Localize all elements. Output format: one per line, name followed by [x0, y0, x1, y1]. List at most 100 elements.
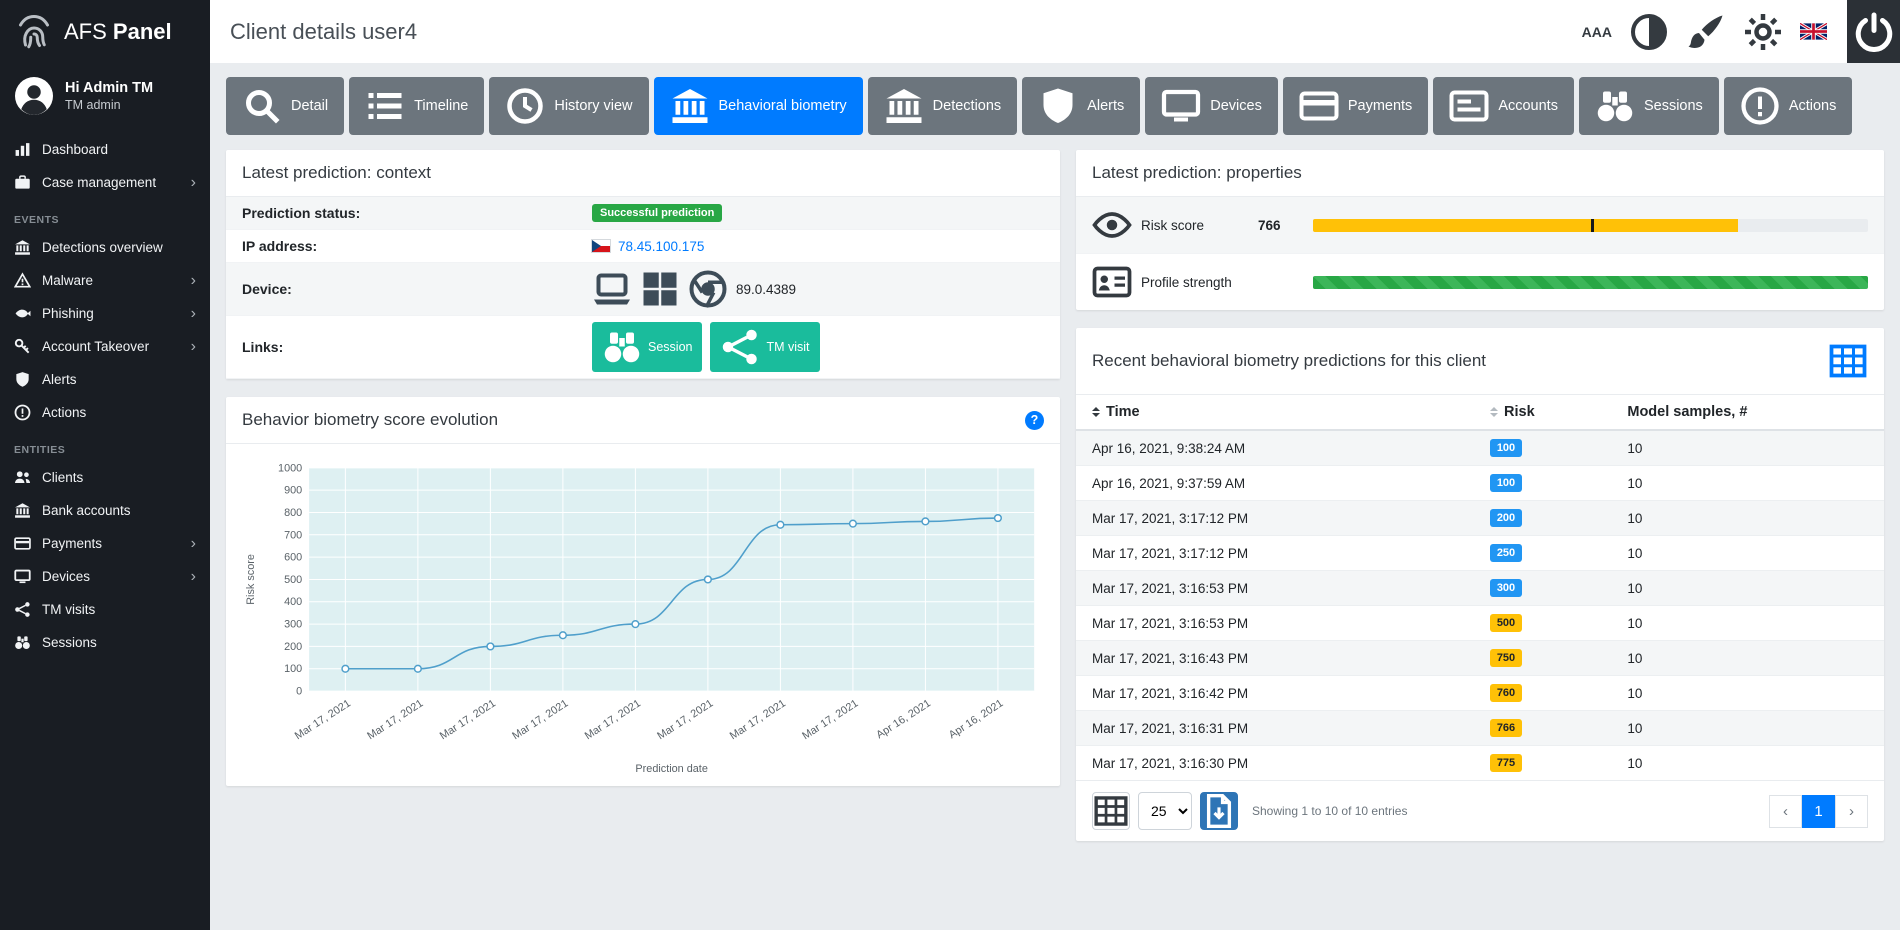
sidebar-section-events: EVENTS: [0, 199, 210, 231]
tab-detections[interactable]: Detections: [868, 77, 1018, 135]
svg-text:Mar 17, 2021: Mar 17, 2021: [583, 697, 643, 742]
sidebar-item-alerts[interactable]: Alerts: [0, 363, 210, 396]
tab-history-view[interactable]: History view: [489, 77, 648, 135]
tab-detail[interactable]: Detail: [226, 77, 344, 135]
pagination-prev[interactable]: ‹: [1769, 795, 1802, 828]
export-button[interactable]: [1200, 792, 1238, 830]
browser-version: 89.0.4389: [736, 282, 796, 297]
sidebar-item-bank-accounts[interactable]: Bank accounts: [0, 494, 210, 527]
model-samples: 10: [1617, 711, 1884, 746]
avatar: [14, 76, 54, 116]
sidebar-item-case-management[interactable]: Case management›: [0, 166, 210, 199]
svg-text:Risk score: Risk score: [245, 554, 257, 605]
tab-behavioral-biometry[interactable]: Behavioral biometry: [654, 77, 863, 135]
prediction-row[interactable]: Mar 17, 2021, 3:16:31 PM76610: [1076, 711, 1884, 746]
svg-text:100: 100: [284, 663, 302, 675]
sidebar-item-sessions[interactable]: Sessions: [0, 626, 210, 659]
binoculars-icon: [1595, 86, 1635, 126]
prediction-row[interactable]: Mar 17, 2021, 3:16:30 PM77510: [1076, 746, 1884, 781]
sidebar-item-malware[interactable]: Malware›: [0, 264, 210, 297]
sidebar-item-payments[interactable]: Payments›: [0, 527, 210, 560]
table-grid-icon: [1093, 793, 1129, 829]
prediction-time: Mar 17, 2021, 3:16:31 PM: [1076, 711, 1480, 746]
ip-address-link[interactable]: 78.45.100.175: [618, 239, 704, 254]
risk-score-value: 766: [1258, 218, 1304, 233]
svg-text:Mar 17, 2021: Mar 17, 2021: [293, 697, 353, 742]
tab-timeline[interactable]: Timeline: [349, 77, 484, 135]
prediction-time: Mar 17, 2021, 3:16:53 PM: [1076, 606, 1480, 641]
pagination-next[interactable]: ›: [1835, 795, 1868, 828]
language-flag-uk-icon[interactable]: [1800, 23, 1827, 40]
svg-text:800: 800: [284, 507, 302, 519]
sidebar-item-dashboard[interactable]: Dashboard: [0, 133, 210, 166]
sidebar-item-actions[interactable]: Actions: [0, 396, 210, 429]
table-view-icon[interactable]: [1828, 341, 1868, 381]
windows-icon: [640, 269, 680, 309]
tab-sessions[interactable]: Sessions: [1579, 77, 1719, 135]
column-settings-button[interactable]: [1092, 792, 1130, 830]
sidebar-item-devices[interactable]: Devices›: [0, 560, 210, 593]
prediction-row[interactable]: Apr 16, 2021, 9:37:59 AM 100 10: [1076, 466, 1884, 501]
help-icon[interactable]: ?: [1025, 411, 1044, 430]
tab-alerts[interactable]: Alerts: [1022, 77, 1140, 135]
prediction-row[interactable]: Apr 16, 2021, 9:38:24 AM10010: [1076, 430, 1884, 466]
sidebar-item-tm-visits[interactable]: TM visits: [0, 593, 210, 626]
laptop-icon: [592, 269, 632, 309]
tm-visit-link-button[interactable]: TM visit: [710, 322, 819, 372]
prediction-row[interactable]: Mar 17, 2021, 3:16:53 PM50010: [1076, 606, 1884, 641]
prediction-row[interactable]: Mar 17, 2021, 3:17:12 PM25010: [1076, 536, 1884, 571]
tab-payments[interactable]: Payments: [1283, 77, 1428, 135]
sidebar-item-clients[interactable]: Clients: [0, 461, 210, 494]
logout-power-button[interactable]: [1847, 0, 1900, 63]
links-label: Links:: [242, 339, 592, 355]
prediction-row[interactable]: Mar 17, 2021, 3:17:12 PM20010: [1076, 501, 1884, 536]
tab-accounts[interactable]: Accounts: [1433, 77, 1574, 135]
page-size-select[interactable]: 25: [1138, 792, 1192, 830]
power-icon: [1854, 12, 1894, 52]
prediction-time: Apr 16, 2021, 9:37:59 AM: [1076, 466, 1480, 501]
pagination: ‹ 1 ›: [1769, 795, 1868, 828]
file-export-icon: [1201, 793, 1237, 829]
user-role: TM admin: [65, 98, 153, 112]
czech-flag-icon: [592, 240, 610, 252]
profile-strength-row: Profile strength: [1076, 253, 1884, 310]
risk-badge: 100: [1490, 474, 1522, 492]
chevron-right-icon: ›: [191, 569, 196, 585]
prediction-row[interactable]: Mar 17, 2021, 3:16:42 PM76010: [1076, 676, 1884, 711]
svg-text:Prediction date: Prediction date: [635, 763, 707, 775]
properties-panel-title: Latest prediction: properties: [1092, 163, 1868, 183]
shield-icon: [14, 371, 31, 388]
shield-icon: [1038, 86, 1078, 126]
settings-gear-icon[interactable]: [1743, 12, 1783, 52]
svg-text:500: 500: [284, 574, 302, 586]
column-header-risk[interactable]: Risk: [1480, 395, 1617, 430]
brand-name: AFS Panel: [64, 19, 172, 45]
prediction-row[interactable]: Mar 17, 2021, 3:16:53 PM30010: [1076, 571, 1884, 606]
model-samples: 10: [1617, 466, 1884, 501]
svg-text:600: 600: [284, 552, 302, 564]
sidebar-item-account-takeover[interactable]: Account Takeover›: [0, 330, 210, 363]
page-title: Client details user4: [230, 19, 417, 45]
sidebar-item-detections-overview[interactable]: Detections overview: [0, 231, 210, 264]
app-root: AFS Panel Hi Admin TM TM admin Dashboard…: [0, 0, 1900, 930]
font-size-control[interactable]: AAA: [1582, 24, 1612, 40]
column-header-time[interactable]: Time: [1076, 395, 1480, 430]
people-icon: [14, 469, 31, 486]
risk-badge: 500: [1490, 614, 1522, 632]
sidebar-item-phishing[interactable]: Phishing›: [0, 297, 210, 330]
brand[interactable]: AFS Panel: [0, 0, 210, 63]
prediction-row[interactable]: Mar 17, 2021, 3:16:43 PM75010: [1076, 641, 1884, 676]
theme-brush-icon[interactable]: [1686, 12, 1726, 52]
session-link-button[interactable]: Session: [592, 322, 702, 372]
bank-icon: [670, 86, 710, 126]
pagination-page-1[interactable]: 1: [1802, 795, 1835, 828]
tab-devices[interactable]: Devices: [1145, 77, 1278, 135]
model-samples: 10: [1617, 641, 1884, 676]
risk-badge: 250: [1490, 544, 1522, 562]
contrast-icon[interactable]: [1629, 12, 1669, 52]
user-info[interactable]: Hi Admin TM TM admin: [0, 63, 210, 131]
tab-actions[interactable]: Actions: [1724, 77, 1853, 135]
exclamation-icon: [14, 404, 31, 421]
device-row: Device: 89.0.4389: [226, 263, 1060, 316]
exclamation-icon: [1740, 86, 1780, 126]
